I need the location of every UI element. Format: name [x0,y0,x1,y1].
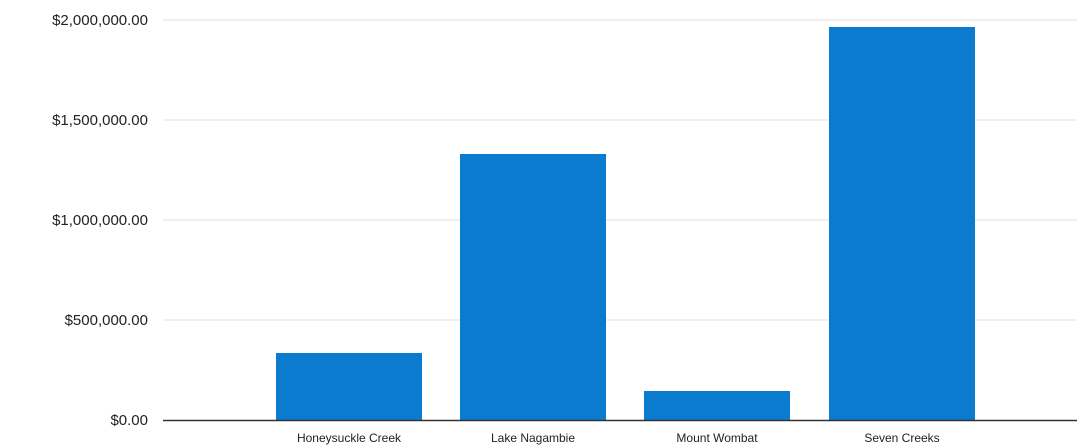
bar-seven-creeks [829,27,975,420]
x-tick-label: Lake Nagambie [491,431,575,445]
x-tick-label: Honeysuckle Creek [297,431,402,445]
bars [276,27,975,420]
y-tick-label: $2,000,000.00 [52,12,148,29]
y-axis-ticks: $0.00 $500,000.00 $1,000,000.00 $1,500,000.… [52,12,148,429]
y-tick-label: $1,000,000.00 [52,212,148,229]
x-tick-label: Mount Wombat [676,431,758,445]
y-tick-label: $500,000.00 [65,312,148,329]
bar-mount-wombat [644,391,790,420]
y-tick-label: $0.00 [110,412,148,429]
bar-lake-nagambie [460,154,606,420]
x-tick-label: Seven Creeks [864,431,939,445]
x-axis-ticks: Honeysuckle Creek Lake Nagambie Mount Womb… [297,431,940,445]
y-tick-label: $1,500,000.00 [52,112,148,129]
bar-honeysuckle-creek [276,353,422,420]
